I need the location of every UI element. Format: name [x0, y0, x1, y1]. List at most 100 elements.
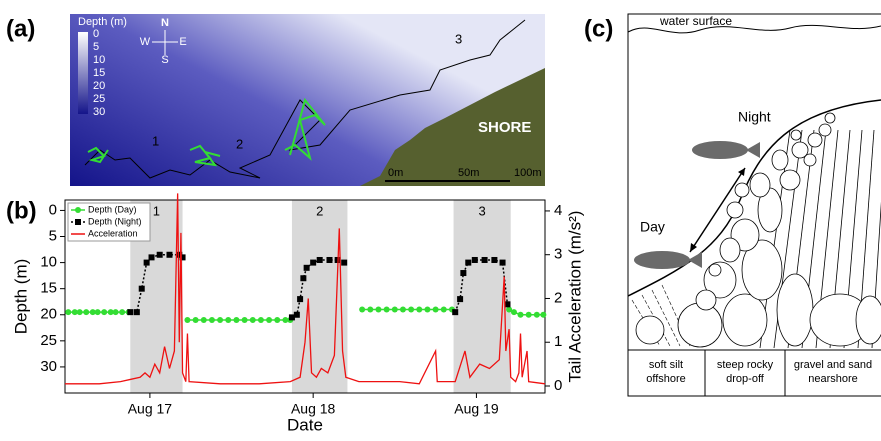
y-tick-label: 0 — [49, 201, 57, 218]
x-axis-label: Date — [287, 415, 323, 434]
plot-frame — [64, 199, 546, 394]
colorbar-tick: 25 — [93, 93, 105, 105]
point — [432, 306, 439, 313]
arrow-head — [690, 243, 697, 252]
rock — [734, 182, 750, 198]
point — [266, 316, 273, 323]
point — [176, 251, 183, 258]
point — [148, 254, 155, 261]
point — [525, 311, 532, 318]
fish — [688, 252, 702, 268]
point — [179, 254, 186, 261]
point — [367, 306, 374, 313]
rock — [719, 237, 741, 263]
point — [533, 311, 540, 318]
night-label: Night — [738, 109, 771, 125]
point — [184, 316, 191, 323]
rock — [818, 123, 832, 137]
point — [460, 270, 467, 277]
point — [408, 306, 415, 313]
point — [133, 309, 140, 316]
night-label: 3 — [479, 203, 486, 218]
point — [101, 309, 108, 316]
panel-label: (b) — [6, 197, 37, 224]
point — [457, 296, 464, 303]
point — [89, 309, 96, 316]
colorbar-tick: 20 — [93, 80, 105, 92]
point — [297, 296, 304, 303]
point — [107, 309, 114, 316]
y-tick-label: 15 — [40, 280, 57, 297]
track-day — [87, 146, 109, 164]
track-day — [189, 144, 221, 167]
colorbar-tick: 5 — [93, 41, 99, 53]
fish — [746, 142, 760, 158]
y2-tick-label: 0 — [554, 377, 562, 394]
rock — [771, 149, 789, 171]
y2-tick-label: 2 — [554, 289, 562, 306]
y-tick-label: 10 — [40, 254, 57, 271]
y-axis-label: Depth (m) — [11, 259, 30, 335]
point — [65, 309, 72, 316]
diagram-frame — [627, 13, 881, 397]
point — [491, 256, 498, 263]
point — [326, 256, 333, 263]
arrow — [689, 167, 746, 253]
point — [225, 316, 232, 323]
site-label: 3 — [455, 31, 462, 46]
shore-label: SHORE — [478, 119, 531, 136]
point — [249, 316, 256, 323]
rock — [791, 141, 809, 159]
compass-n: N — [161, 17, 169, 29]
point — [282, 316, 289, 323]
y-tick-label: 25 — [40, 332, 57, 349]
rock — [790, 129, 802, 141]
rock — [635, 315, 665, 345]
x-tick-label: Aug 17 — [128, 401, 173, 417]
water-label: water surface — [659, 14, 732, 28]
y-tick-label: 30 — [40, 358, 57, 375]
legend-label: Acceleration — [88, 228, 138, 238]
shore — [360, 68, 545, 186]
y-tick-label: 20 — [40, 306, 57, 323]
point — [200, 316, 207, 323]
rock — [855, 295, 881, 345]
point — [465, 259, 472, 266]
point — [504, 301, 511, 308]
scale-label: 0m — [388, 167, 403, 179]
panel-label: (a) — [6, 15, 35, 42]
rock — [726, 201, 744, 219]
track-day — [284, 97, 326, 161]
compass-s: S — [161, 54, 168, 66]
x-tick-label: Aug 19 — [454, 401, 499, 417]
slope — [627, 99, 881, 297]
rock — [708, 263, 722, 277]
rock — [803, 153, 817, 167]
point — [510, 309, 517, 316]
point — [303, 264, 310, 271]
point — [481, 256, 488, 263]
point — [452, 309, 459, 316]
point — [166, 251, 173, 258]
point — [71, 309, 78, 316]
y-tick-label: 5 — [49, 227, 57, 244]
site-label: 2 — [236, 136, 243, 151]
point — [127, 309, 134, 316]
point — [383, 306, 390, 313]
rock — [779, 169, 801, 191]
rock — [741, 239, 783, 301]
compass-w: W — [140, 36, 151, 48]
x-tick-label: Aug 18 — [291, 401, 336, 417]
zone-label: gravel and sand nearshore — [794, 359, 872, 385]
hatch — [641, 294, 671, 347]
point — [499, 259, 506, 266]
point — [391, 306, 398, 313]
point — [94, 309, 101, 316]
legend-label: Depth (Night) — [88, 216, 142, 226]
compass-e: E — [179, 36, 186, 48]
point — [341, 259, 348, 266]
rock — [695, 289, 717, 311]
point — [233, 316, 240, 323]
series-line — [65, 193, 546, 385]
